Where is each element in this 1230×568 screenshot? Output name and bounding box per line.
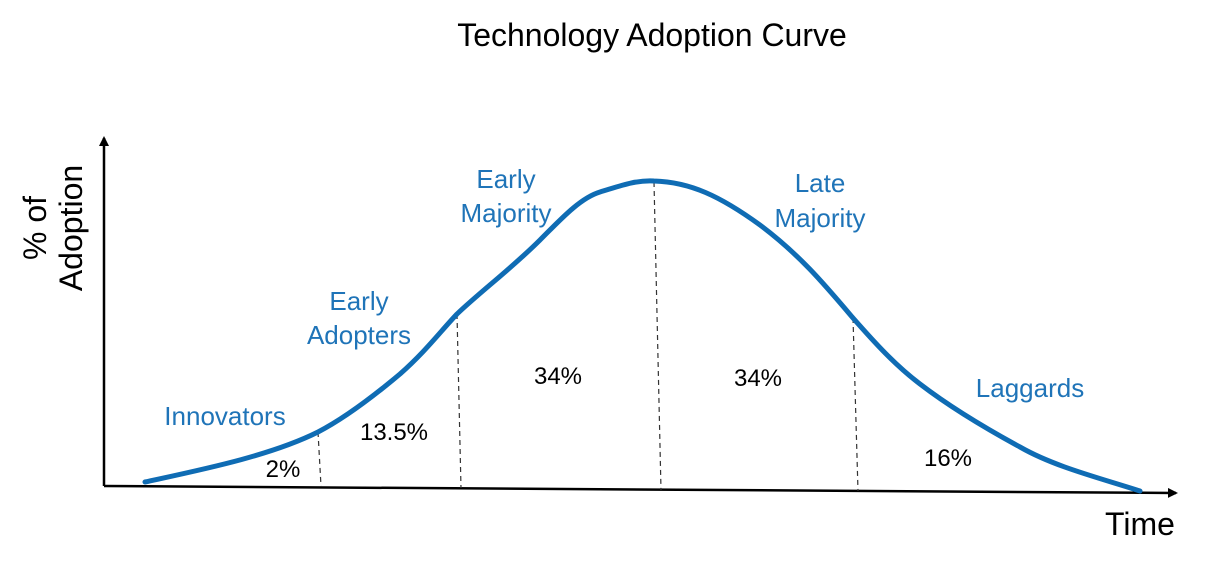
segment-name-line: Adopters: [307, 320, 411, 350]
x-axis-label: Time: [1105, 506, 1175, 542]
divider-line: [653, 181, 662, 491]
adoption-curve: [142, 178, 1143, 494]
segment-name-line: Late: [795, 168, 846, 198]
segment-percent-laggards: 16%: [924, 445, 972, 472]
segment-name-early-majority: Early Majority: [460, 164, 551, 228]
y-axis-label-line: % of: [17, 196, 53, 260]
segment-name-line: Majority: [460, 198, 551, 228]
segment-name-line: Early: [329, 286, 388, 316]
segment-name-line: Majority: [774, 203, 865, 233]
segment-percent-early-majority: 34%: [534, 363, 582, 390]
y-axis-label: % of Adoption: [17, 165, 89, 291]
divider-line: [456, 313, 462, 489]
segment-name-innovators: Innovators: [164, 401, 285, 431]
segment-percent-late-majority: 34%: [734, 365, 782, 392]
segment-name-late-majority: Late Majority: [774, 168, 865, 233]
divider-line: [317, 431, 322, 487]
segment-name-early-adopters: Early Adopters: [307, 286, 411, 350]
segment-dividers: [317, 181, 859, 492]
divider-line: [852, 317, 859, 492]
segment-percent-early-adopters: 13.5%: [360, 419, 428, 446]
segment-percent-innovators: 2%: [266, 456, 301, 483]
x-axis: [103, 484, 1178, 498]
segment-name-line: Early: [476, 164, 535, 194]
segment-name-laggards: Laggards: [976, 373, 1084, 403]
y-axis-label-line: Adoption: [53, 165, 89, 291]
diagram-title: Technology Adoption Curve: [457, 17, 847, 53]
